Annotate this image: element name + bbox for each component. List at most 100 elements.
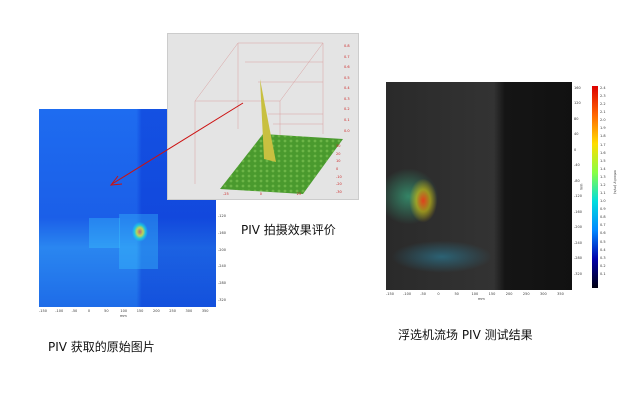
tick-label: 1.8 — [600, 134, 606, 139]
tick-label: 2.3 — [600, 94, 606, 99]
tick-label: 0 — [87, 309, 91, 313]
tick-label: 20 — [336, 151, 341, 156]
tick-label: -100 — [403, 292, 412, 296]
tick-label: -280 — [218, 281, 226, 286]
tick-label: 0.5 — [344, 75, 350, 80]
tick-label: -10 — [336, 174, 342, 179]
tick-label: 250 — [169, 309, 176, 313]
tick-label: 0.8 — [344, 44, 350, 48]
tick-label: 1.0 — [600, 199, 606, 204]
tick-label: 150 — [488, 292, 496, 296]
correlation-3d-plot: 0.8 0.7 0.6 0.5 0.4 0.3 0.2 0.1 0.0 30 20 10 0 -10 -2… — [167, 33, 359, 200]
tick-label: -150 — [386, 292, 394, 296]
tick-label: -50 — [420, 292, 426, 296]
tick-label: -160 — [574, 209, 582, 214]
tick-label: 0.0 — [344, 128, 350, 133]
tick-label: -120 — [574, 194, 582, 199]
tick-label: 0 — [574, 147, 577, 152]
tick-label: -25 — [223, 192, 229, 196]
tick-label: 50 — [454, 292, 459, 296]
tick-label: 0.6 — [600, 231, 606, 236]
raw-x-axis: -150 -100 -50 0 50 100 150 200 250 300 350 — [39, 309, 216, 315]
tick-label: 350 — [201, 309, 209, 313]
tick-label: -160 — [218, 230, 226, 235]
tick-label: -240 — [574, 240, 582, 245]
tick-label: 2.4 — [600, 86, 606, 90]
tick-label: 120 — [574, 101, 581, 106]
piv-y-axis: 160 120 80 40 0 -40 -80 -120 -160 -200 -240 -280 -32… — [574, 86, 584, 288]
tick-label: -320 — [218, 298, 226, 303]
tick-label: 350 — [557, 292, 564, 296]
tick-label: 0.6 — [344, 65, 350, 70]
tick-label: 0.7 — [344, 54, 350, 59]
velocity-colorbar — [592, 86, 598, 288]
tick-label: 200 — [505, 292, 513, 296]
tick-label: 100 — [120, 309, 128, 313]
tick-label: 0.8 — [600, 215, 606, 220]
tick-label: 1.7 — [600, 142, 606, 147]
tick-label: 0 — [336, 167, 339, 171]
tick-label: -200 — [574, 225, 582, 230]
tick-label: 2.1 — [600, 110, 606, 115]
tick-label: -50 — [71, 309, 78, 313]
piv-x-axis: -150 -100 -50 0 50 100 150 200 250 300 350 — [386, 292, 572, 298]
tick-label: -200 — [218, 247, 226, 252]
tick-label: 0.3 — [344, 96, 350, 101]
tick-label: -30 — [336, 190, 342, 194]
tick-label: 50 — [104, 309, 109, 313]
tick-label: 0.4 — [600, 247, 606, 252]
tick-label: 0.3 — [600, 255, 606, 260]
tick-label: 300 — [185, 309, 193, 313]
tick-label: 0.2 — [600, 263, 606, 268]
cell-structure — [118, 213, 158, 270]
piv-y-label: mm — [579, 183, 584, 191]
piv-velocity-field-image — [386, 82, 572, 290]
colorbar-label: velocity (m/s) — [612, 170, 617, 194]
eval-caption: PIV 拍摄效果评价 — [241, 223, 336, 237]
tick-label: 1.4 — [600, 166, 606, 171]
tick-label: 40 — [574, 132, 579, 137]
tick-label: 0.4 — [344, 86, 350, 91]
tick-label: 0.2 — [344, 107, 350, 112]
colorbar-ticks: 2.4 2.3 2.2 2.1 2.0 1.9 1.8 1.7 1.6 1.5 1.4 1.3 1.2 1… — [600, 86, 610, 288]
tick-label: 1.2 — [600, 182, 606, 187]
tick-label: 0.1 — [344, 118, 350, 123]
tick-label: 160 — [574, 86, 581, 90]
tick-label: 0.9 — [600, 207, 606, 212]
piv-x-label: mm — [478, 297, 485, 301]
tick-label: -280 — [574, 256, 582, 261]
tick-label: 80 — [574, 116, 579, 121]
tick-label: 0 — [437, 292, 440, 296]
tick-label: 200 — [152, 309, 160, 313]
tick-label: -150 — [39, 309, 47, 313]
tick-label: 25 — [296, 192, 302, 196]
tick-label: 1.6 — [600, 150, 606, 155]
x-axis: -25 0 25 — [223, 192, 303, 198]
tick-label: -320 — [574, 271, 582, 276]
tick-label: 0.5 — [600, 239, 606, 244]
tick-label: 100 — [471, 292, 479, 296]
tick-label: -100 — [55, 309, 64, 313]
3d-surface — [194, 42, 343, 194]
z-axis: 0.8 0.7 0.6 0.5 0.4 0.3 0.2 0.1 0.0 — [344, 44, 356, 136]
tick-label: 150 — [136, 309, 144, 313]
tick-label: -120 — [218, 213, 226, 218]
y-axis: 30 20 10 0 -10 -20 -30 — [336, 144, 350, 194]
tick-label: -20 — [336, 182, 342, 187]
tick-label: -80 — [574, 178, 580, 183]
tick-label: 250 — [522, 292, 530, 296]
tick-label: 300 — [540, 292, 547, 296]
tick-label: -240 — [218, 264, 226, 269]
tick-label: 0 — [259, 192, 263, 196]
tick-label: 1.9 — [600, 126, 606, 131]
result-caption: 浮选机流场 PIV 测试结果 — [398, 328, 533, 342]
cell-structure — [88, 217, 121, 248]
tick-label: 30 — [336, 144, 341, 148]
tick-label: 1.3 — [600, 174, 606, 179]
tick-label: -40 — [574, 163, 580, 168]
tick-label: 2.0 — [600, 118, 606, 123]
tick-label: 1.5 — [600, 158, 606, 163]
tick-label: 0.7 — [600, 223, 606, 228]
tick-label: 2.2 — [600, 102, 606, 107]
tick-label: 1.1 — [600, 191, 606, 196]
